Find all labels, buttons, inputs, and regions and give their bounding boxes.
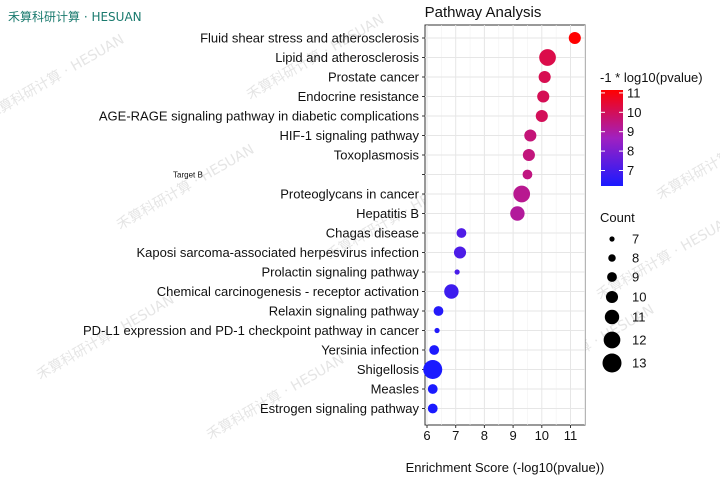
size-legend-label: 11 xyxy=(632,310,646,325)
y-axis-label: Prostate cancer xyxy=(328,70,420,85)
data-point xyxy=(522,148,535,162)
data-point xyxy=(454,269,460,275)
x-axis-tick-label: 6 xyxy=(423,428,430,443)
y-axis-label: Toxoplasmosis xyxy=(334,148,420,163)
watermark-text: 禾算科研计算 · HESUAN xyxy=(114,142,257,234)
x-axis-ticks: 6 7 8 9 10 11 xyxy=(423,425,577,443)
size-legend-label: 12 xyxy=(632,333,646,348)
data-point xyxy=(433,306,444,316)
x-axis-title: Enrichment Score (-log10(pvalue)) xyxy=(406,460,605,475)
chart-title: Pathway Analysis xyxy=(425,4,542,21)
y-axis-label: Kaposi sarcoma-associated herpesvirus in… xyxy=(136,245,419,260)
y-axis-label: Chemical carcinogenesis - receptor activ… xyxy=(157,284,419,299)
size-legend-dot xyxy=(609,236,615,242)
data-point xyxy=(538,70,551,84)
y-axis-label: Yersinia infection xyxy=(321,343,419,358)
data-point xyxy=(524,129,537,142)
y-axis-label: Hepatitis B xyxy=(356,206,419,221)
size-legend-dot xyxy=(607,272,617,282)
y-axis-label: HIF-1 signaling pathway xyxy=(280,128,420,143)
grid-lines xyxy=(425,25,586,425)
size-legend-dot xyxy=(608,254,616,262)
size-legend-label: 7 xyxy=(632,232,639,247)
x-axis-tick-label: 11 xyxy=(564,428,578,443)
y-axis-label: Prolactin signaling pathway xyxy=(261,265,419,280)
data-point xyxy=(444,284,459,299)
size-legend-dot xyxy=(602,353,622,373)
brand-label: 禾算科研计算 · HESUAN xyxy=(8,10,142,24)
plot-panel xyxy=(424,24,586,426)
color-legend-tick-label: 9 xyxy=(627,124,634,139)
data-point xyxy=(423,360,443,379)
watermark-text: 禾算科研计算 · HESUAN xyxy=(204,352,347,444)
y-axis-label: Chagas disease xyxy=(326,226,419,241)
y-axis-label: Measles xyxy=(371,382,420,397)
size-legend-dot xyxy=(605,290,619,304)
size-legend: Count 7 8 9 10 11 12 13 xyxy=(600,210,646,373)
y-axis-label: Lipid and atherosclerosis xyxy=(275,50,419,65)
y-axis-label: Endocrine resistance xyxy=(298,89,419,104)
color-legend-title: -1 * log10(pvalue) xyxy=(600,70,703,85)
x-axis-tick-label: 8 xyxy=(481,428,488,443)
data-point xyxy=(539,49,556,66)
data-point xyxy=(535,109,548,123)
y-axis-label: PD-L1 expression and PD-1 checkpoint pat… xyxy=(83,323,420,338)
size-legend-label: 8 xyxy=(632,251,639,266)
y-axis-label: Fluid shear stress and atherosclerosis xyxy=(200,31,419,46)
y-axis-label: AGE-RAGE signaling pathway in diabetic c… xyxy=(99,109,420,124)
size-legend-title: Count xyxy=(600,210,635,225)
data-point xyxy=(537,90,550,103)
y-axis-label: Estrogen signaling pathway xyxy=(260,401,419,416)
x-axis-tick-label: 9 xyxy=(509,428,516,443)
x-axis-tick-label: 7 xyxy=(452,428,459,443)
y-axis-label: Proteoglycans in cancer xyxy=(280,187,419,202)
size-legend-label: 13 xyxy=(632,356,646,371)
color-legend-tick-label: 7 xyxy=(627,163,634,178)
data-point xyxy=(429,345,440,355)
watermark-text: 禾算科研计算 · HESUAN xyxy=(654,112,720,204)
data-point xyxy=(427,403,438,414)
data-point xyxy=(427,384,438,394)
y-axis-label: Target B xyxy=(173,171,203,180)
color-legend-tick-label: 11 xyxy=(627,85,641,100)
y-axis-labels: Fluid shear stress and atherosclerosis Li… xyxy=(83,31,425,416)
size-legend-label: 10 xyxy=(632,290,646,305)
color-legend-bar xyxy=(601,90,623,186)
size-legend-label: 9 xyxy=(632,270,639,285)
y-axis-label: Relaxin signaling pathway xyxy=(269,304,420,319)
size-legend-dot xyxy=(603,331,621,349)
color-legend-tick-label: 10 xyxy=(627,105,641,120)
data-point xyxy=(513,185,531,203)
data-point xyxy=(453,246,467,259)
data-points xyxy=(423,31,581,414)
color-legend-tick-label: 8 xyxy=(627,144,634,159)
data-point xyxy=(510,206,525,221)
data-point xyxy=(568,31,581,45)
color-legend: -1 * log10(pvalue) 7 8 9 10 11 xyxy=(600,70,703,186)
x-axis-tick-label: 10 xyxy=(535,428,549,443)
data-point xyxy=(522,169,533,180)
y-axis-label: Shigellosis xyxy=(357,362,420,377)
data-point xyxy=(434,327,440,334)
size-legend-dot xyxy=(604,309,620,325)
data-point xyxy=(456,228,467,238)
